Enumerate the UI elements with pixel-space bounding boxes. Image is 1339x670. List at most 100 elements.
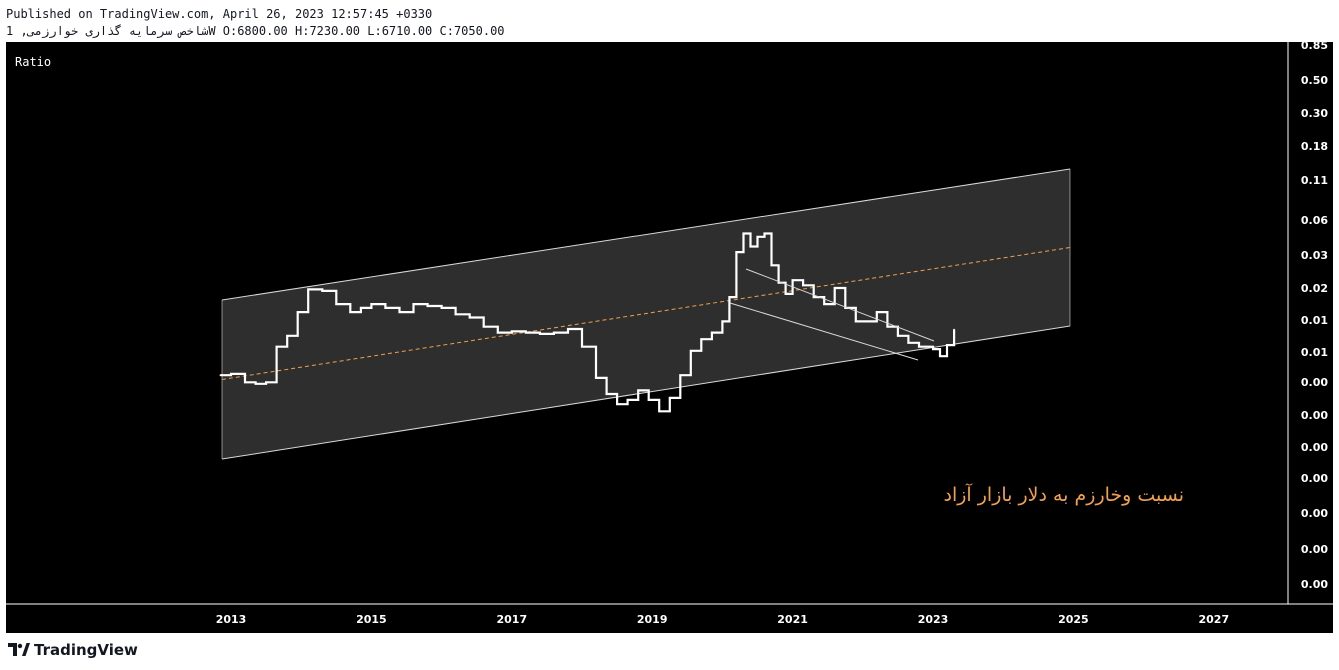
price-point — [384, 307, 387, 309]
x-tick-label: 2025 — [1058, 613, 1089, 626]
price-point — [468, 316, 471, 319]
channel-upper-line — [221, 168, 1071, 301]
price-point — [482, 325, 485, 328]
price-point — [749, 245, 752, 248]
tradingview-brand-text: TradingView — [34, 641, 138, 659]
price-point — [711, 331, 713, 334]
price-point — [728, 296, 731, 298]
price-point — [689, 349, 692, 352]
price-point — [777, 281, 780, 284]
price-point — [265, 381, 267, 384]
y-tick-label: 0.00 — [1301, 441, 1328, 454]
chart-area[interactable]: 0.85 0.50 0.30 0.18 0.11 0.06 0.03 0.02 0.01 0.01… — [6, 42, 1333, 633]
price-point — [833, 287, 836, 289]
pane-label: Ratio — [15, 55, 51, 69]
y-tick-label: 0.85 — [1301, 42, 1328, 52]
price-point — [756, 235, 759, 238]
trend-upper-line — [745, 268, 935, 342]
price-point — [296, 311, 299, 313]
price-series-line — [220, 232, 956, 413]
price-point — [440, 307, 443, 309]
price-point — [626, 399, 629, 401]
x-tick-label: 2019 — [637, 613, 668, 626]
y-tick-label: 0.00 — [1301, 543, 1328, 556]
price-point — [454, 313, 457, 316]
x-tick-label: 2015 — [356, 613, 387, 626]
price-point — [581, 345, 583, 348]
price-point — [770, 264, 773, 267]
chart-canvas[interactable]: 0.85 0.50 0.30 0.18 0.11 0.06 0.03 0.02 0.01 0.01… — [6, 42, 1333, 633]
price-point — [307, 288, 310, 291]
price-point — [946, 344, 948, 346]
y-tick-label: 0.11 — [1301, 174, 1328, 187]
price-point — [953, 328, 955, 331]
price-point — [791, 279, 794, 282]
price-point — [918, 345, 920, 348]
y-tick-label: 0.01 — [1301, 346, 1328, 359]
price-point — [939, 355, 941, 358]
price-point — [553, 331, 555, 334]
price-point — [679, 374, 682, 377]
price-point — [321, 290, 324, 292]
price-point — [812, 296, 815, 298]
price-point — [658, 410, 661, 413]
channel-lower-line — [221, 325, 1071, 460]
price-point — [230, 373, 232, 375]
y-tick-label: 0.00 — [1301, 409, 1328, 422]
price-point — [668, 397, 671, 399]
channel-median-line — [221, 247, 1071, 380]
price-point — [335, 303, 338, 305]
x-tick-label: 2023 — [918, 613, 949, 626]
price-point — [932, 348, 934, 350]
y-tick-label: 0.50 — [1301, 74, 1328, 87]
tradingview-logo[interactable]: TradingView — [8, 641, 138, 659]
price-point — [219, 374, 222, 377]
price-point — [637, 389, 640, 392]
price-point — [897, 334, 899, 337]
x-tick-label: 2021 — [777, 613, 808, 626]
price-point — [595, 377, 597, 379]
price-point — [865, 320, 868, 323]
price-point — [763, 232, 766, 235]
price-point — [802, 284, 804, 287]
price-point — [875, 311, 878, 313]
trend-lower-line — [729, 302, 919, 361]
tradingview-logo-icon — [8, 643, 30, 656]
price-point — [700, 338, 703, 341]
y-tick-label: 0.02 — [1301, 282, 1328, 295]
price-point — [605, 393, 608, 395]
price-point — [398, 311, 401, 313]
y-tick-label: 0.00 — [1301, 578, 1328, 591]
price-point — [784, 293, 787, 295]
price-point — [360, 307, 362, 309]
chart-header: Published on TradingView.com, April 26, … — [6, 6, 505, 40]
price-point — [735, 251, 738, 254]
price-point — [854, 320, 857, 323]
price-point — [254, 382, 257, 385]
y-tick-label: 0.00 — [1301, 472, 1328, 485]
price-point — [823, 303, 826, 305]
x-tick-label: 2017 — [496, 613, 527, 626]
y-tick-label: 0.00 — [1301, 376, 1328, 389]
price-point — [286, 334, 289, 337]
price-point — [426, 305, 429, 307]
price-point — [647, 399, 650, 401]
price-point — [349, 311, 352, 313]
price-point — [886, 325, 889, 328]
price-point — [925, 345, 927, 348]
published-info: Published on TradingView.com, April 26, … — [6, 7, 433, 21]
symbol-ohlc-info: شاخص سرمایه گذاری خوارزمی, 1W O:6800.00 … — [6, 24, 505, 38]
price-point — [721, 320, 724, 323]
price-point — [539, 333, 541, 335]
price-point — [496, 331, 499, 334]
price-point — [907, 341, 910, 344]
price-point — [412, 303, 415, 305]
y-tick-label: 0.30 — [1301, 107, 1328, 120]
price-point — [742, 232, 745, 235]
price-point — [244, 381, 246, 384]
x-tick-label: 2027 — [1198, 613, 1229, 626]
price-point — [616, 403, 618, 406]
y-tick-label: 0.18 — [1301, 140, 1328, 153]
x-tick-label: 2013 — [216, 613, 247, 626]
y-tick-label: 0.01 — [1301, 314, 1328, 327]
